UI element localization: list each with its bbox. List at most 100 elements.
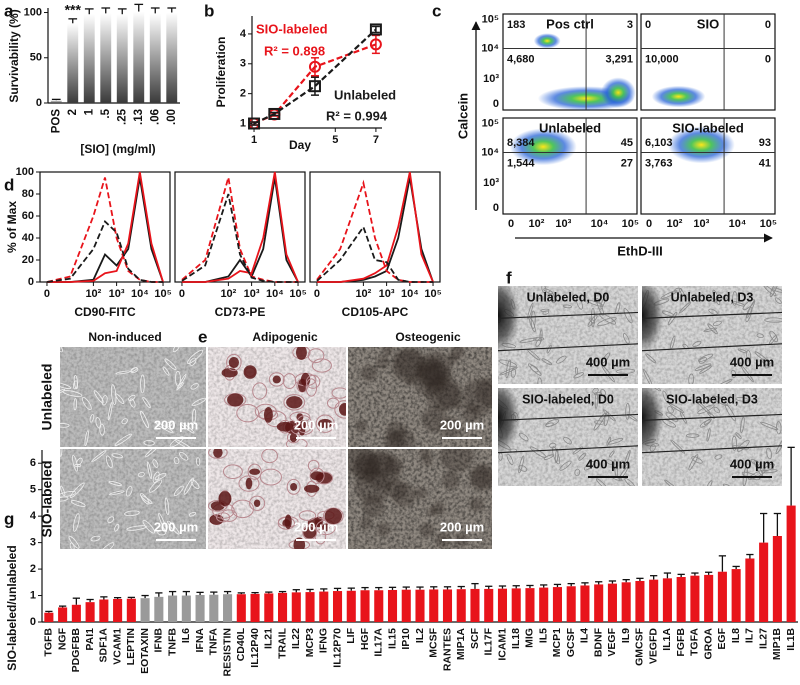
lipid-droplet <box>272 375 281 384</box>
cell <box>95 417 102 429</box>
cell <box>764 362 773 369</box>
cell <box>735 397 749 402</box>
density-cloud <box>509 128 577 166</box>
cell <box>766 447 772 460</box>
series-line <box>46 171 164 283</box>
cell <box>72 513 80 532</box>
y-tick-label: 10⁴ <box>481 42 499 54</box>
y-axis-label: % of Max <box>5 201 19 253</box>
mineral-deposit <box>475 377 492 407</box>
y-tick-label: 10³ <box>483 177 499 189</box>
cell <box>533 336 545 341</box>
cell <box>698 357 708 364</box>
cell <box>62 390 83 397</box>
x-tick-label: 10³ <box>555 218 571 230</box>
cell <box>712 289 721 306</box>
cell <box>191 397 206 407</box>
category-label: IFNB <box>153 628 165 653</box>
x-axis-label: CD105-APC <box>342 305 409 319</box>
marker <box>268 107 281 120</box>
cell <box>735 432 742 439</box>
cell <box>692 340 702 347</box>
cell-ring <box>323 507 344 525</box>
cell <box>769 286 779 298</box>
dark-edge <box>642 388 664 456</box>
category-label: RANTES <box>441 628 453 671</box>
category-label: PAI1 <box>84 628 96 651</box>
cell-ring <box>283 394 306 411</box>
cell <box>688 373 694 384</box>
cell <box>172 347 180 353</box>
category-label: .06 <box>149 109 161 125</box>
cell <box>754 351 768 362</box>
cell <box>769 330 778 343</box>
cell-ring <box>208 449 228 459</box>
bar <box>319 591 329 622</box>
marker <box>369 23 382 36</box>
y-tick-label: 4 <box>240 28 247 40</box>
bar <box>401 589 411 622</box>
scale-bar-label: 200 µm <box>440 519 484 534</box>
mineral-deposit <box>405 376 415 386</box>
y-tick-label: 10⁴ <box>481 146 499 158</box>
x-tick-label: 10² <box>220 288 236 300</box>
cell <box>125 486 133 497</box>
category-label: POS <box>50 109 62 134</box>
cell <box>600 389 606 396</box>
annotation: *** <box>65 2 82 18</box>
cell <box>152 471 160 483</box>
scratch-edge <box>642 343 782 352</box>
category-label: MCSF <box>428 627 440 657</box>
cell <box>146 461 152 480</box>
series-line <box>316 179 434 283</box>
category-label: 2 <box>67 109 79 115</box>
x-tick-label: 0 <box>646 218 652 230</box>
cell <box>563 436 572 445</box>
x-tick-label: 1 <box>251 134 257 146</box>
y-tick-label: 6 <box>30 457 36 469</box>
category-label: IL27 <box>757 628 769 649</box>
category-label: IFNG <box>318 628 330 653</box>
bar <box>85 602 95 622</box>
cell <box>572 446 584 455</box>
cell <box>562 304 572 309</box>
x-axis-label: [SIO] (mg/ml) <box>80 142 155 156</box>
cell <box>60 388 66 395</box>
cell <box>175 370 181 387</box>
cell <box>510 368 516 378</box>
cell <box>554 448 559 464</box>
cell <box>190 479 200 490</box>
x-tick-label: 10⁵ <box>154 288 171 300</box>
cell <box>607 437 624 445</box>
micrograph <box>642 388 782 486</box>
bar <box>116 14 128 103</box>
cell <box>72 454 78 472</box>
cell <box>152 459 159 468</box>
micrograph <box>348 449 492 549</box>
bar <box>594 584 604 622</box>
cell <box>623 449 631 470</box>
mineral-deposit <box>427 357 441 371</box>
bar <box>676 577 686 622</box>
cell <box>530 310 536 329</box>
lipid-droplet <box>253 499 261 508</box>
cell <box>593 392 603 396</box>
y-tick-label: 10⁵ <box>482 14 499 26</box>
micrograph <box>208 449 346 549</box>
cell <box>84 430 89 447</box>
bar <box>484 588 494 622</box>
lipid-droplet <box>249 468 261 475</box>
cell <box>140 410 149 429</box>
y-tick-label: 1 <box>240 117 246 129</box>
plot-frame <box>39 171 171 283</box>
quadrant-count: 27 <box>621 157 633 169</box>
scratch-edge <box>498 413 638 421</box>
cell <box>111 453 123 459</box>
bar <box>442 589 453 622</box>
dark-edge <box>642 286 664 354</box>
cell <box>157 529 167 536</box>
cell <box>530 365 539 373</box>
category-label: GMCSF <box>634 627 646 666</box>
y-tick-label: 20 <box>22 254 34 266</box>
cell <box>60 381 72 390</box>
